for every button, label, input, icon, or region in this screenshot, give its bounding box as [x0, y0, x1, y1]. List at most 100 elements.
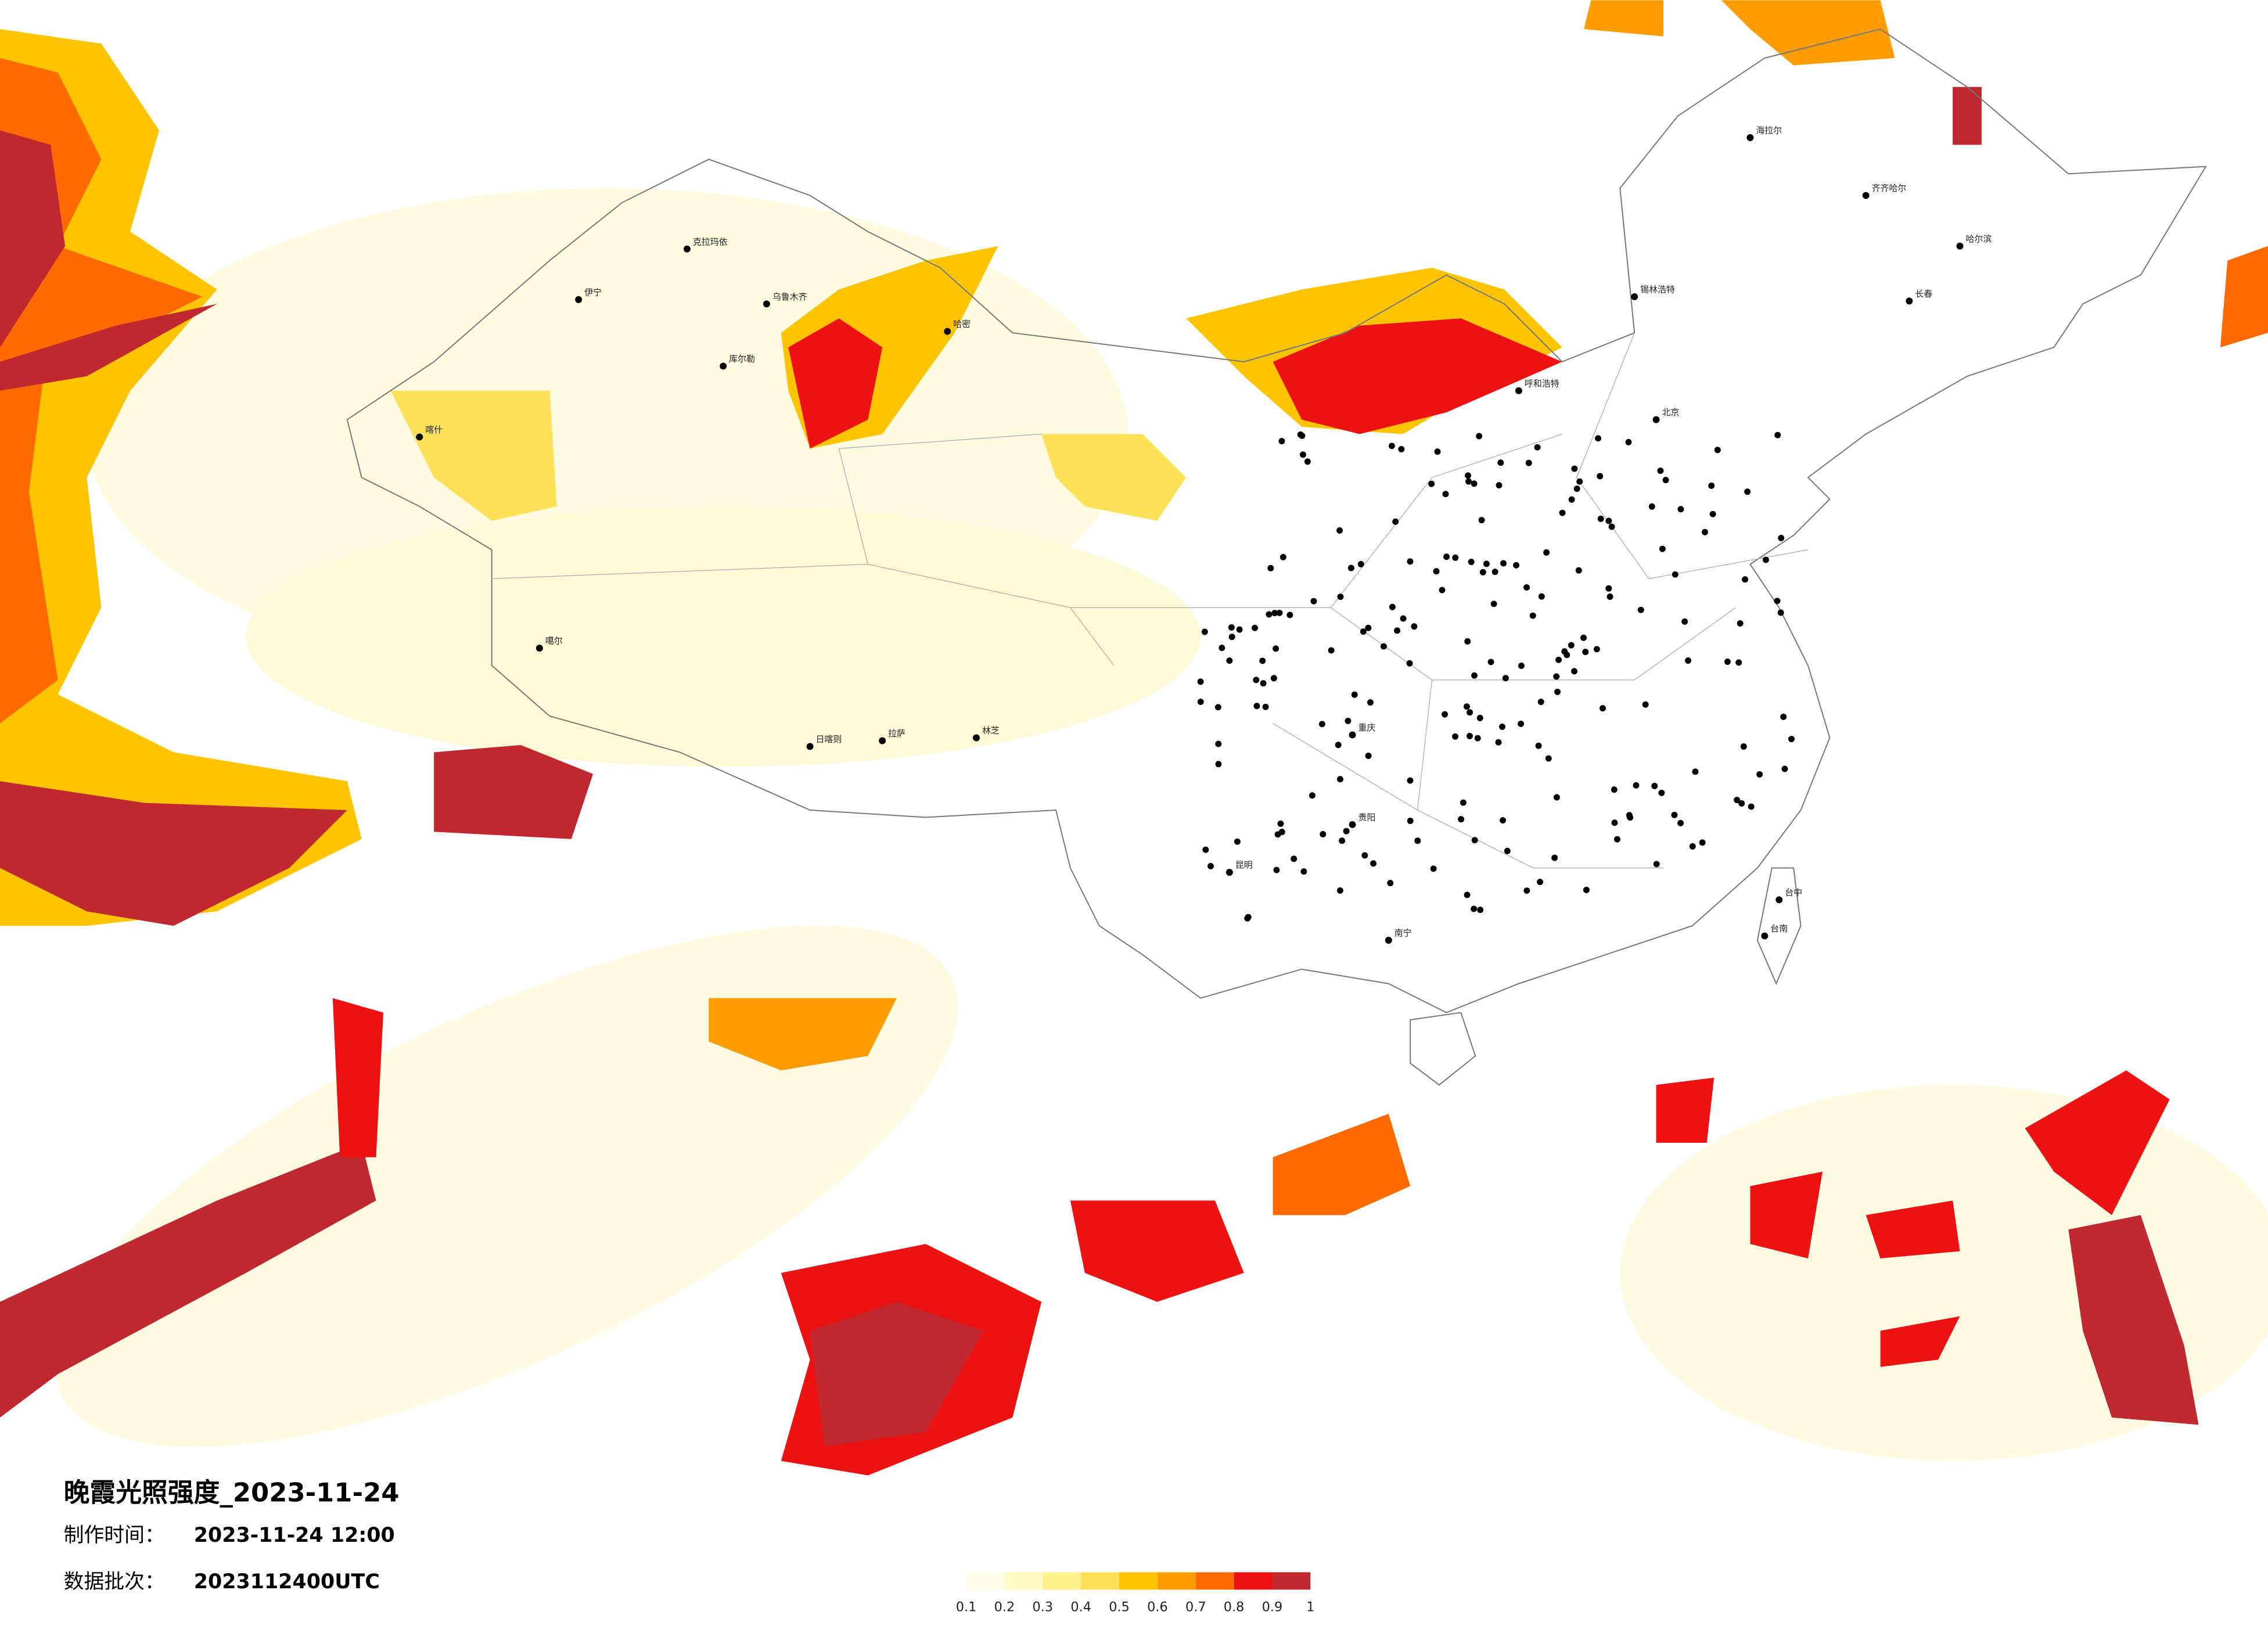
city-dot: [1385, 937, 1392, 944]
city-dot: [1600, 705, 1606, 712]
legend-tick-label: 0.9: [1262, 1600, 1283, 1615]
city-dot: [1225, 869, 1233, 876]
city-dot: [1253, 677, 1260, 684]
city-dot: [1286, 611, 1293, 618]
legend-tick-label: 0.3: [1033, 1600, 1054, 1615]
city-dot: [575, 296, 583, 303]
city-dot: [1309, 792, 1315, 799]
city-label: 哈密: [953, 319, 971, 329]
city-dot: [1467, 709, 1473, 716]
city-dot: [1737, 620, 1744, 627]
city-dot: [1479, 569, 1486, 575]
legend-swatch: [1081, 1572, 1120, 1590]
city-dot: [1262, 703, 1269, 710]
city-dot: [1543, 549, 1550, 556]
legend-tick-label: 0.8: [1224, 1600, 1245, 1615]
city-dot: [1742, 576, 1749, 583]
city-dot: [1273, 645, 1279, 652]
city-dot: [1518, 662, 1525, 669]
city-dot: [1460, 799, 1467, 806]
city-dot: [1483, 560, 1490, 567]
city-dot: [1738, 800, 1745, 807]
city-dot: [1392, 518, 1399, 525]
city-dot: [1551, 854, 1558, 861]
city-dot: [1318, 721, 1325, 728]
city-dot: [1523, 584, 1530, 591]
city-dot: [1677, 506, 1684, 513]
city-dot: [1614, 836, 1620, 843]
city-dot: [1652, 416, 1660, 423]
city-dot: [1648, 503, 1655, 510]
city-dot: [1336, 527, 1343, 534]
city-dot: [1388, 443, 1395, 449]
city-dot: [1780, 713, 1787, 720]
city-dot: [1234, 838, 1241, 845]
city-dot: [1228, 634, 1235, 641]
city-dot: [1197, 678, 1204, 685]
legend-tick-label: 0.2: [994, 1600, 1015, 1615]
city-dot: [1252, 624, 1259, 631]
city-dot: [1495, 739, 1502, 746]
city-dot: [1337, 593, 1344, 600]
legend-swatch: [1119, 1572, 1158, 1590]
city-label: 乌鲁木齐: [772, 292, 807, 302]
city-dot: [1714, 447, 1721, 454]
city-dot: [1774, 598, 1781, 605]
city-dot: [1471, 672, 1478, 679]
city-dot: [1365, 753, 1372, 759]
city-dot: [1523, 887, 1530, 894]
city-dot: [1406, 660, 1413, 667]
city-dot: [1781, 765, 1788, 772]
city-dot: [1336, 887, 1343, 894]
city-dots: [1197, 431, 1795, 922]
city-dot: [1593, 646, 1600, 653]
city-dot: [1430, 865, 1437, 872]
city-dot: [1744, 488, 1751, 495]
city-dot: [1477, 906, 1484, 913]
city-dot: [1202, 846, 1209, 853]
city-dot: [1339, 837, 1346, 844]
city-dot: [1414, 837, 1421, 844]
city-dot: [1394, 627, 1401, 634]
city-dot: [1681, 618, 1688, 625]
city-dot: [1452, 733, 1459, 740]
city-label: 南宁: [1394, 928, 1412, 938]
city-dot: [1215, 761, 1222, 768]
city-label: 库尔勒: [729, 354, 755, 364]
city-dot: [1762, 556, 1769, 563]
city-dot: [1398, 446, 1405, 453]
city-dot: [1775, 896, 1783, 904]
city-dot: [1626, 812, 1633, 819]
city-dot: [1597, 515, 1604, 522]
city-dot: [1504, 847, 1511, 854]
city-dot: [1575, 567, 1582, 574]
city-dot: [1400, 615, 1407, 622]
city-label: 哈尔滨: [1965, 233, 1992, 244]
city-dot: [1653, 861, 1660, 868]
city-dot: [1576, 478, 1583, 485]
city-dot: [1428, 480, 1435, 487]
city-dot: [1689, 843, 1696, 850]
city-dot: [1226, 657, 1233, 664]
city-dot: [1513, 562, 1520, 569]
city-label: 克拉玛依: [693, 236, 728, 247]
city-dot: [1458, 816, 1465, 823]
city-dot: [683, 245, 691, 253]
legend-swatch: [1157, 1572, 1196, 1590]
city-dot: [1465, 478, 1472, 485]
city-dot: [1605, 585, 1612, 592]
city-dot: [1207, 863, 1214, 869]
city-dot: [1471, 480, 1478, 487]
city-dot: [1568, 496, 1575, 503]
city-dot: [1515, 387, 1522, 394]
city-dot: [1756, 771, 1763, 778]
city-dot: [1278, 438, 1285, 445]
city-dot: [1496, 482, 1503, 489]
city-dot: [1606, 593, 1613, 600]
city-label: 北京: [1662, 407, 1680, 418]
city-dot: [1499, 724, 1506, 730]
city-dot: [1657, 467, 1664, 474]
city-dot: [1474, 735, 1481, 742]
city-dot: [1361, 852, 1368, 859]
